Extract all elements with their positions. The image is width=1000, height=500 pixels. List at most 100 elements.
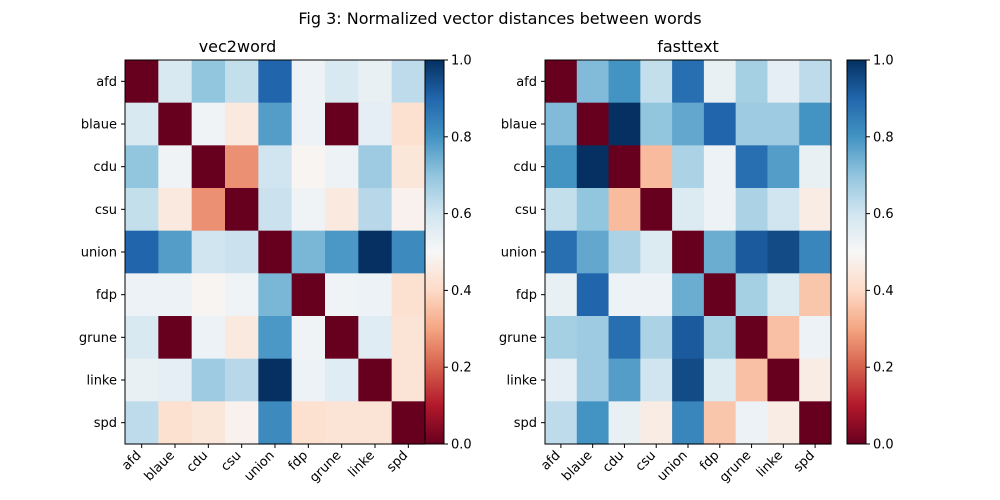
heatmap-cell [640,145,673,189]
heatmap-cell [358,145,393,189]
x-tick-label: grune [307,448,345,486]
x-tick-label: fdp [286,448,312,474]
colorbar-tick-label: 0.4 [451,284,472,299]
heatmap-cell [735,273,769,317]
heatmap-cell [291,230,326,274]
heatmap-cell [672,230,705,274]
heatmap-cell [672,273,705,317]
heatmap-cell [258,273,293,317]
heatmap-cell [672,102,705,146]
heatmap-cell [325,102,359,146]
y-tick-label: afd [516,75,537,90]
y-tick-label: fdp [96,288,117,303]
x-tick-label: cdu [184,448,211,475]
colorbar-tick-label: 0.8 [451,130,472,145]
heatmap-cell [258,60,293,104]
colorbar-tick-label: 0.6 [451,207,472,222]
heatmap-cell [735,60,769,104]
colorbar-tick-label: 0.8 [873,130,894,145]
colorbar-gradient [846,59,867,445]
x-tick-label: afd [119,448,144,473]
heatmap-cell [703,273,737,317]
heatmap-cell [545,316,578,360]
heatmap-cell [225,102,259,146]
heatmap-cell [358,230,393,274]
y-tick-label: fdp [516,288,537,303]
heatmap-cell [125,230,159,274]
x-tick-label: linke [346,448,378,480]
heatmap-cell [291,316,326,360]
heatmap-cell [767,358,800,402]
heatmap-cell [325,230,359,274]
x-tick-label: csu [633,448,659,474]
y-tick-label: grune [79,331,117,346]
heatmap-cell [258,102,293,146]
heatmap-cell [358,60,393,104]
heatmap-cell [125,145,159,189]
x-tick-label: blaue [559,448,595,484]
heatmap-cell [158,273,193,317]
heatmap-cell [703,358,737,402]
heatmap-cell [545,273,578,317]
heatmap-cell [640,316,673,360]
heatmap-cell [391,316,426,360]
y-tick-label: csu [515,203,537,218]
colorbar-tick-label: 0.2 [451,361,472,376]
heatmap-cell [125,316,159,360]
heatmap-cell [767,401,800,445]
y-tick-label: grune [499,331,537,346]
heatmap-cell [703,102,737,146]
heatmap-cell [325,273,359,317]
heatmap-cell [799,60,832,104]
y-tick-label: blaue [81,118,117,133]
heatmap-cell [640,102,673,146]
x-tick-label: csu [218,448,244,474]
y-axis-left: afd blaue cdu csu union fdp grune linke spd [79,75,125,431]
colorbar-left: 0.0 0.2 0.4 0.6 0.8 1.0 [424,54,472,453]
heatmap-cell [291,273,326,317]
heatmap-cell [576,60,610,104]
heatmap-cell [735,401,769,445]
colorbar-tick-label: 0.2 [873,361,894,376]
heatmap-cell [576,316,610,360]
heatmap-cell [545,188,578,232]
heatmap-cell [576,102,610,146]
x-tick-label: union [655,448,691,484]
heatmap-cell [767,316,800,360]
heatmap-cell [225,230,259,274]
heatmap-cell [608,273,641,317]
heatmap-cell [640,60,673,104]
heatmap-cell [608,60,641,104]
heatmap-cell [608,358,641,402]
heatmap-cell [291,188,326,232]
y-tick-label: union [81,246,117,261]
heatmap-cell [125,273,159,317]
heatmap-cell [672,401,705,445]
heatmap-cell [291,145,326,189]
heatmap-cell [258,145,293,189]
heatmap-cell [225,60,259,104]
heatmap-cell [125,188,159,232]
colorbar-right: 0.0 0.2 0.4 0.6 0.8 1.0 [846,54,894,453]
heatmap-cell [158,188,193,232]
heatmap-cell [158,102,193,146]
heatmap-cell [608,316,641,360]
x-tick-label: afd [538,448,563,473]
heatmap-cell [391,102,426,146]
heatmap-cell [545,60,578,104]
heatmap-cell [125,401,159,445]
x-tick-label: fdp [697,448,723,474]
heatmap-cell [672,188,705,232]
heatmap-cell [735,358,769,402]
heatmap-cell [767,230,800,274]
heatmap-cell [391,273,426,317]
heatmap-cell [703,230,737,274]
heatmap-cell [608,401,641,445]
heatmap-cell [391,60,426,104]
heatmap-cell [608,102,641,146]
y-tick-label: cdu [93,160,117,175]
heatmap-cell [545,358,578,402]
heatmap-cell [258,316,293,360]
